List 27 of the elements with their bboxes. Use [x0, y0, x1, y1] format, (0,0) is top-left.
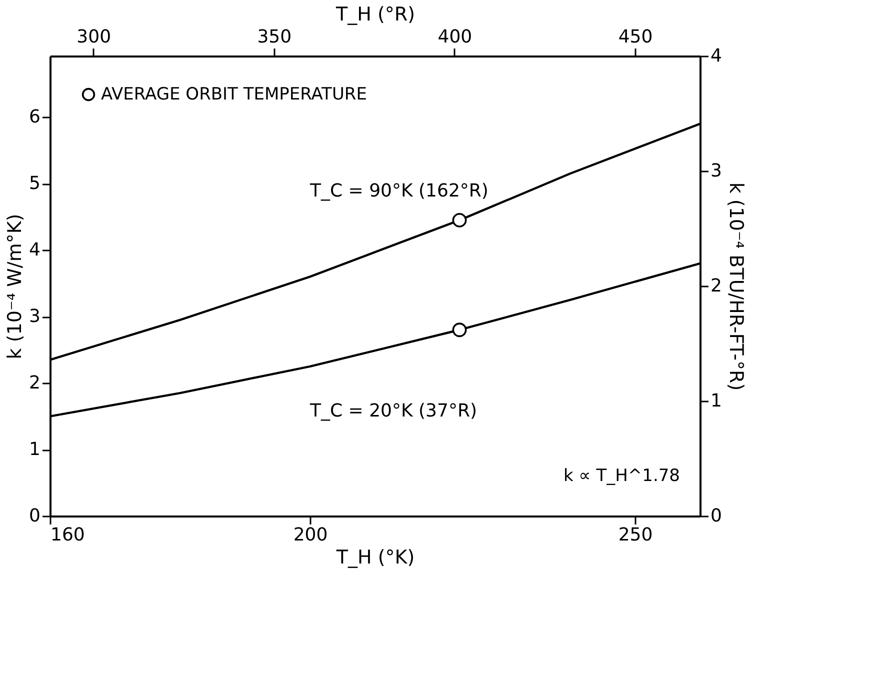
- y2-tick-label: 4: [710, 46, 722, 66]
- y2-tick-label: 1: [710, 390, 722, 412]
- y2-tick-label: 2: [710, 276, 722, 296]
- x2-tick-label: 400: [438, 26, 472, 48]
- y-tick-label: 1: [29, 439, 40, 460]
- y-tick-label: 6: [29, 106, 40, 128]
- y-axis-title: k (10⁻⁴ W/m°K): [4, 214, 26, 360]
- y2-tick-label: 3: [710, 160, 722, 182]
- x-tick-label: 250: [618, 524, 653, 546]
- x-tick-label: 200: [293, 524, 328, 546]
- y2-tick-label: 0: [710, 506, 722, 526]
- x2-tick-label: 350: [257, 26, 292, 48]
- x2-tick-label: 450: [618, 26, 653, 48]
- x2-axis-title: T_H (°R): [335, 4, 415, 26]
- annotation: k ∝ T_H^1.78: [563, 466, 680, 486]
- x-tick-label: 160: [50, 524, 85, 546]
- series-label: T_C = 20°K (37°R): [309, 400, 477, 422]
- y-tick-label: 3: [29, 306, 40, 328]
- y-tick-label: 4: [29, 240, 40, 261]
- series-label: T_C = 90°K (162°R): [309, 180, 488, 202]
- y-tick-label: 2: [29, 372, 40, 394]
- x2-tick-label: 300: [76, 26, 112, 48]
- legend-label: AVERAGE ORBIT TEMPERATURE: [101, 84, 367, 104]
- y-tick-label: 5: [29, 173, 40, 194]
- x-axis-title: T_H (°K): [335, 546, 415, 568]
- y-tick-label: 0: [29, 506, 40, 526]
- y2-axis-title: k (10⁻⁴ BTU/HR-FT-°R): [724, 182, 747, 391]
